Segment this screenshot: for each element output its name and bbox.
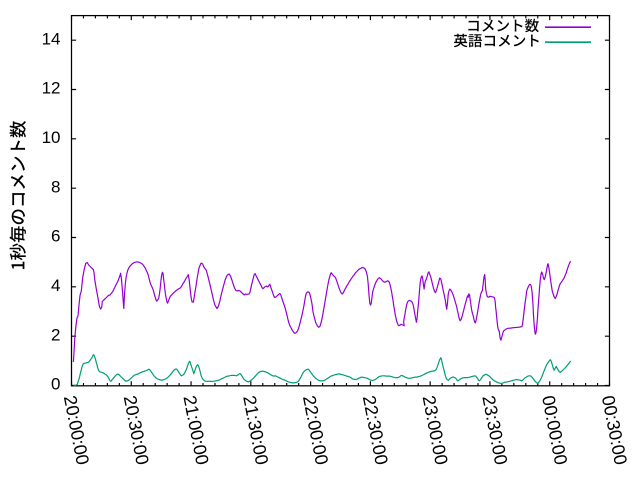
svg-text:14: 14 bbox=[42, 29, 61, 48]
svg-text:10: 10 bbox=[42, 128, 61, 147]
svg-text:4: 4 bbox=[51, 276, 60, 295]
svg-text:12: 12 bbox=[42, 79, 61, 98]
svg-text:2: 2 bbox=[51, 325, 60, 344]
svg-text:0: 0 bbox=[51, 375, 60, 394]
svg-text:6: 6 bbox=[51, 227, 60, 246]
svg-text:8: 8 bbox=[51, 177, 60, 196]
